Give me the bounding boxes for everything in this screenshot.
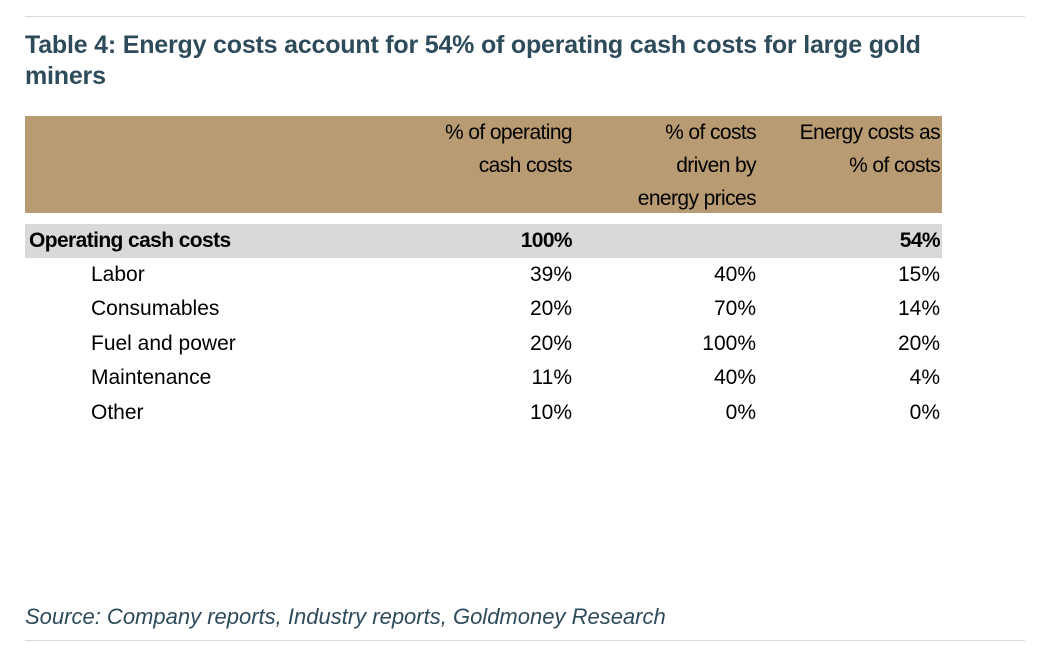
row-label: Consumables — [91, 297, 220, 320]
row-label: Fuel and power — [91, 332, 236, 355]
row-label: Labor — [91, 263, 145, 286]
cell-operating-cash-costs: 10% — [529, 401, 572, 424]
row-label: Other — [91, 401, 144, 424]
source-note: Source: Company reports, Industry report… — [25, 604, 666, 629]
cell-energy-costs-share: 20% — [897, 332, 940, 355]
cell-operating-cash-costs: 11% — [531, 366, 572, 389]
table-header: % of operating cash costs % of costs dri… — [25, 116, 942, 213]
header-col-energy-costs-share: Energy costs as % of costs — [750, 116, 941, 182]
cell-operating-cash-costs: 20% — [529, 297, 572, 320]
table-row: Fuel and power 20% 100% 20% — [25, 327, 942, 361]
cell-operating-cash-costs: 100% — [520, 229, 573, 252]
table-title: Table 4: Energy costs account for 54% of… — [25, 31, 921, 90]
table-row: Other 10% 0% 0% — [25, 396, 942, 430]
bottom-divider — [25, 640, 1025, 641]
header-line: Energy costs as — [799, 121, 941, 144]
cell-driven-by-energy: 40% — [713, 263, 756, 286]
table-row-total: Operating cash costs 100% 54% — [25, 224, 942, 258]
cell-energy-costs-share: 0% — [909, 401, 940, 424]
header-line: cash costs — [478, 154, 573, 177]
table-row: Maintenance 11% 40% 4% — [25, 361, 942, 395]
top-divider — [25, 16, 1025, 17]
cell-energy-costs-share: 4% — [909, 366, 940, 389]
cell-operating-cash-costs: 39% — [529, 263, 572, 286]
header-col-driven-by-energy: % of costs driven by energy prices — [556, 116, 757, 215]
header-line: % of costs — [665, 121, 756, 144]
cell-operating-cash-costs: 20% — [529, 332, 572, 355]
table-row: Labor 39% 40% 15% — [25, 258, 942, 292]
header-line: driven by — [676, 154, 756, 177]
header-line: energy prices — [637, 187, 757, 210]
table-row: Consumables 20% 70% 14% — [25, 292, 942, 326]
header-col-operating-cash-costs: % of operating cash costs — [332, 116, 573, 182]
cell-driven-by-energy: 100% — [702, 332, 756, 355]
cell-driven-by-energy: 0% — [725, 401, 756, 424]
cell-energy-costs-share: 54% — [899, 229, 941, 252]
row-label: Maintenance — [91, 366, 212, 389]
header-line: % of operating — [444, 121, 573, 144]
row-label: Operating cash costs — [29, 229, 231, 252]
cell-energy-costs-share: 15% — [897, 263, 940, 286]
cell-energy-costs-share: 14% — [897, 297, 940, 320]
header-line: % of costs — [849, 154, 940, 177]
cell-driven-by-energy: 70% — [713, 297, 756, 320]
cell-driven-by-energy: 40% — [713, 366, 756, 389]
